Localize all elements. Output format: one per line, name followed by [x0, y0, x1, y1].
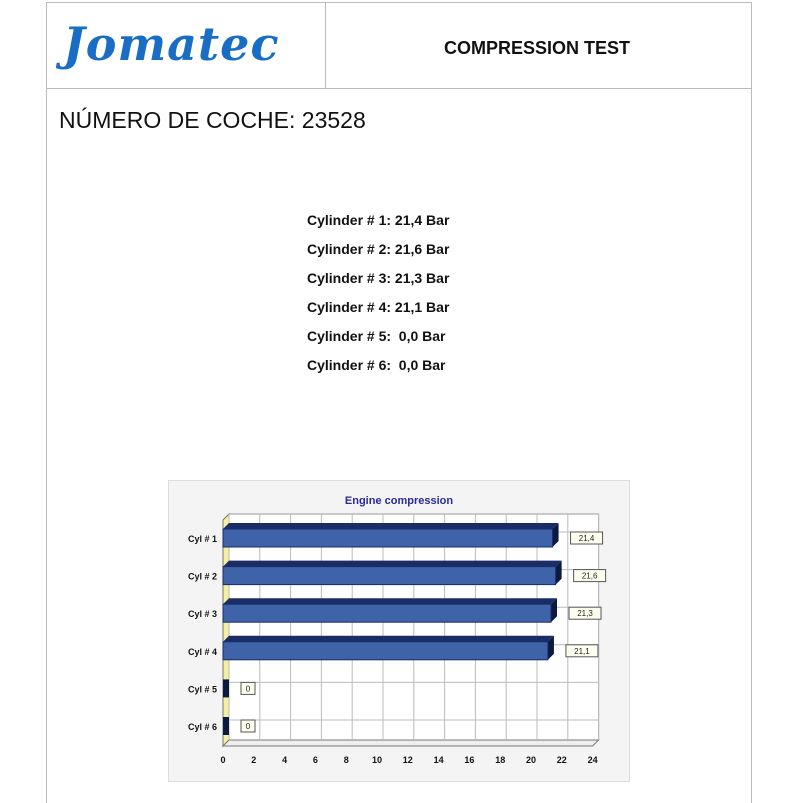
header-divider	[325, 3, 326, 88]
bar-top	[223, 635, 554, 642]
car-number: NÚMERO DE COCHE: 23528	[59, 107, 366, 133]
x-tick-label: 18	[495, 755, 505, 765]
bar	[223, 679, 229, 698]
x-tick-label: 20	[526, 755, 536, 765]
x-tick-label: 14	[434, 755, 444, 765]
x-tick-label: 0	[220, 755, 225, 765]
x-tick-label: 6	[313, 755, 318, 765]
report-title: COMPRESSION TEST	[443, 38, 631, 58]
x-tick-label: 16	[464, 755, 474, 765]
x-tick-label: 2	[251, 755, 256, 765]
x-tick-label: 8	[344, 755, 349, 765]
cylinder-reading: Cylinder # 5: 0,0 Bar	[307, 328, 446, 344]
bar	[222, 603, 552, 623]
y-tick-label: Cyl # 4	[188, 647, 217, 657]
y-tick-label: Cyl # 5	[188, 684, 217, 694]
data-label-box	[568, 606, 602, 620]
cylinder-reading: Cylinder # 6: 0,0 Bar	[307, 357, 446, 373]
bar-end	[551, 598, 558, 623]
bar	[222, 566, 557, 586]
data-label: 0	[246, 684, 251, 693]
jomatec-logo: Jomatec	[63, 17, 280, 71]
x-tick-label: 10	[372, 755, 382, 765]
cylinder-list: Cylinder # 1: 21,4 Bar Cylinder # 2: 21,…	[307, 206, 449, 380]
y-tick-label: Cyl # 2	[188, 572, 217, 582]
y-tick-label: Cyl # 6	[188, 722, 217, 732]
data-label: 21,3	[577, 609, 593, 618]
data-label-box	[573, 569, 607, 583]
chart-title: Engine compression	[345, 495, 453, 507]
bar-top	[223, 523, 559, 529]
bar	[222, 528, 554, 548]
bar-end	[555, 560, 562, 585]
cylinder-reading: Cylinder # 1: 21,4 Bar	[307, 212, 450, 228]
data-label-box	[570, 531, 604, 545]
x-tick-label: 4	[282, 755, 287, 765]
bar-end	[547, 635, 554, 660]
cylinder-reading: Cylinder # 2: 21,6 Bar	[307, 241, 450, 257]
x-tick-label: 12	[403, 755, 413, 765]
cylinder-reading: Cylinder # 3: 21,3 Bar	[307, 270, 450, 286]
bar-top	[223, 560, 562, 567]
plot-floor	[221, 739, 600, 747]
bar-end	[552, 523, 559, 547]
report-header: Jomatec COMPRESSION TEST	[47, 3, 751, 89]
data-label: 21,4	[579, 534, 595, 543]
data-label-box	[240, 719, 256, 733]
data-label-box	[565, 644, 599, 658]
engine-compression-chart: Engine compression 0 2 4 6 8 10 12 14 16 18 20 22 24…	[168, 480, 630, 782]
bar	[222, 641, 549, 661]
cylinder-reading: Cylinder # 4: 21,1 Bar	[307, 299, 450, 315]
y-tick-label: Cyl # 3	[188, 609, 217, 619]
data-label: 21,1	[574, 647, 590, 656]
y-tick-label: Cyl # 1	[188, 534, 217, 544]
data-label: 0	[246, 722, 251, 731]
report-page: Jomatec COMPRESSION TEST NÚMERO DE COCHE…	[46, 2, 752, 803]
bar	[223, 717, 229, 735]
data-label-box	[240, 681, 256, 695]
plot-side-wall	[222, 512, 230, 748]
x-tick-label: 22	[557, 755, 567, 765]
chart-svg: Engine compression 0 2 4 6 8 10 12 14 16 18 20 22 24…	[188, 495, 607, 765]
data-label: 21,6	[582, 572, 598, 581]
bar-top	[223, 598, 558, 605]
x-tick-label: 24	[588, 755, 598, 765]
